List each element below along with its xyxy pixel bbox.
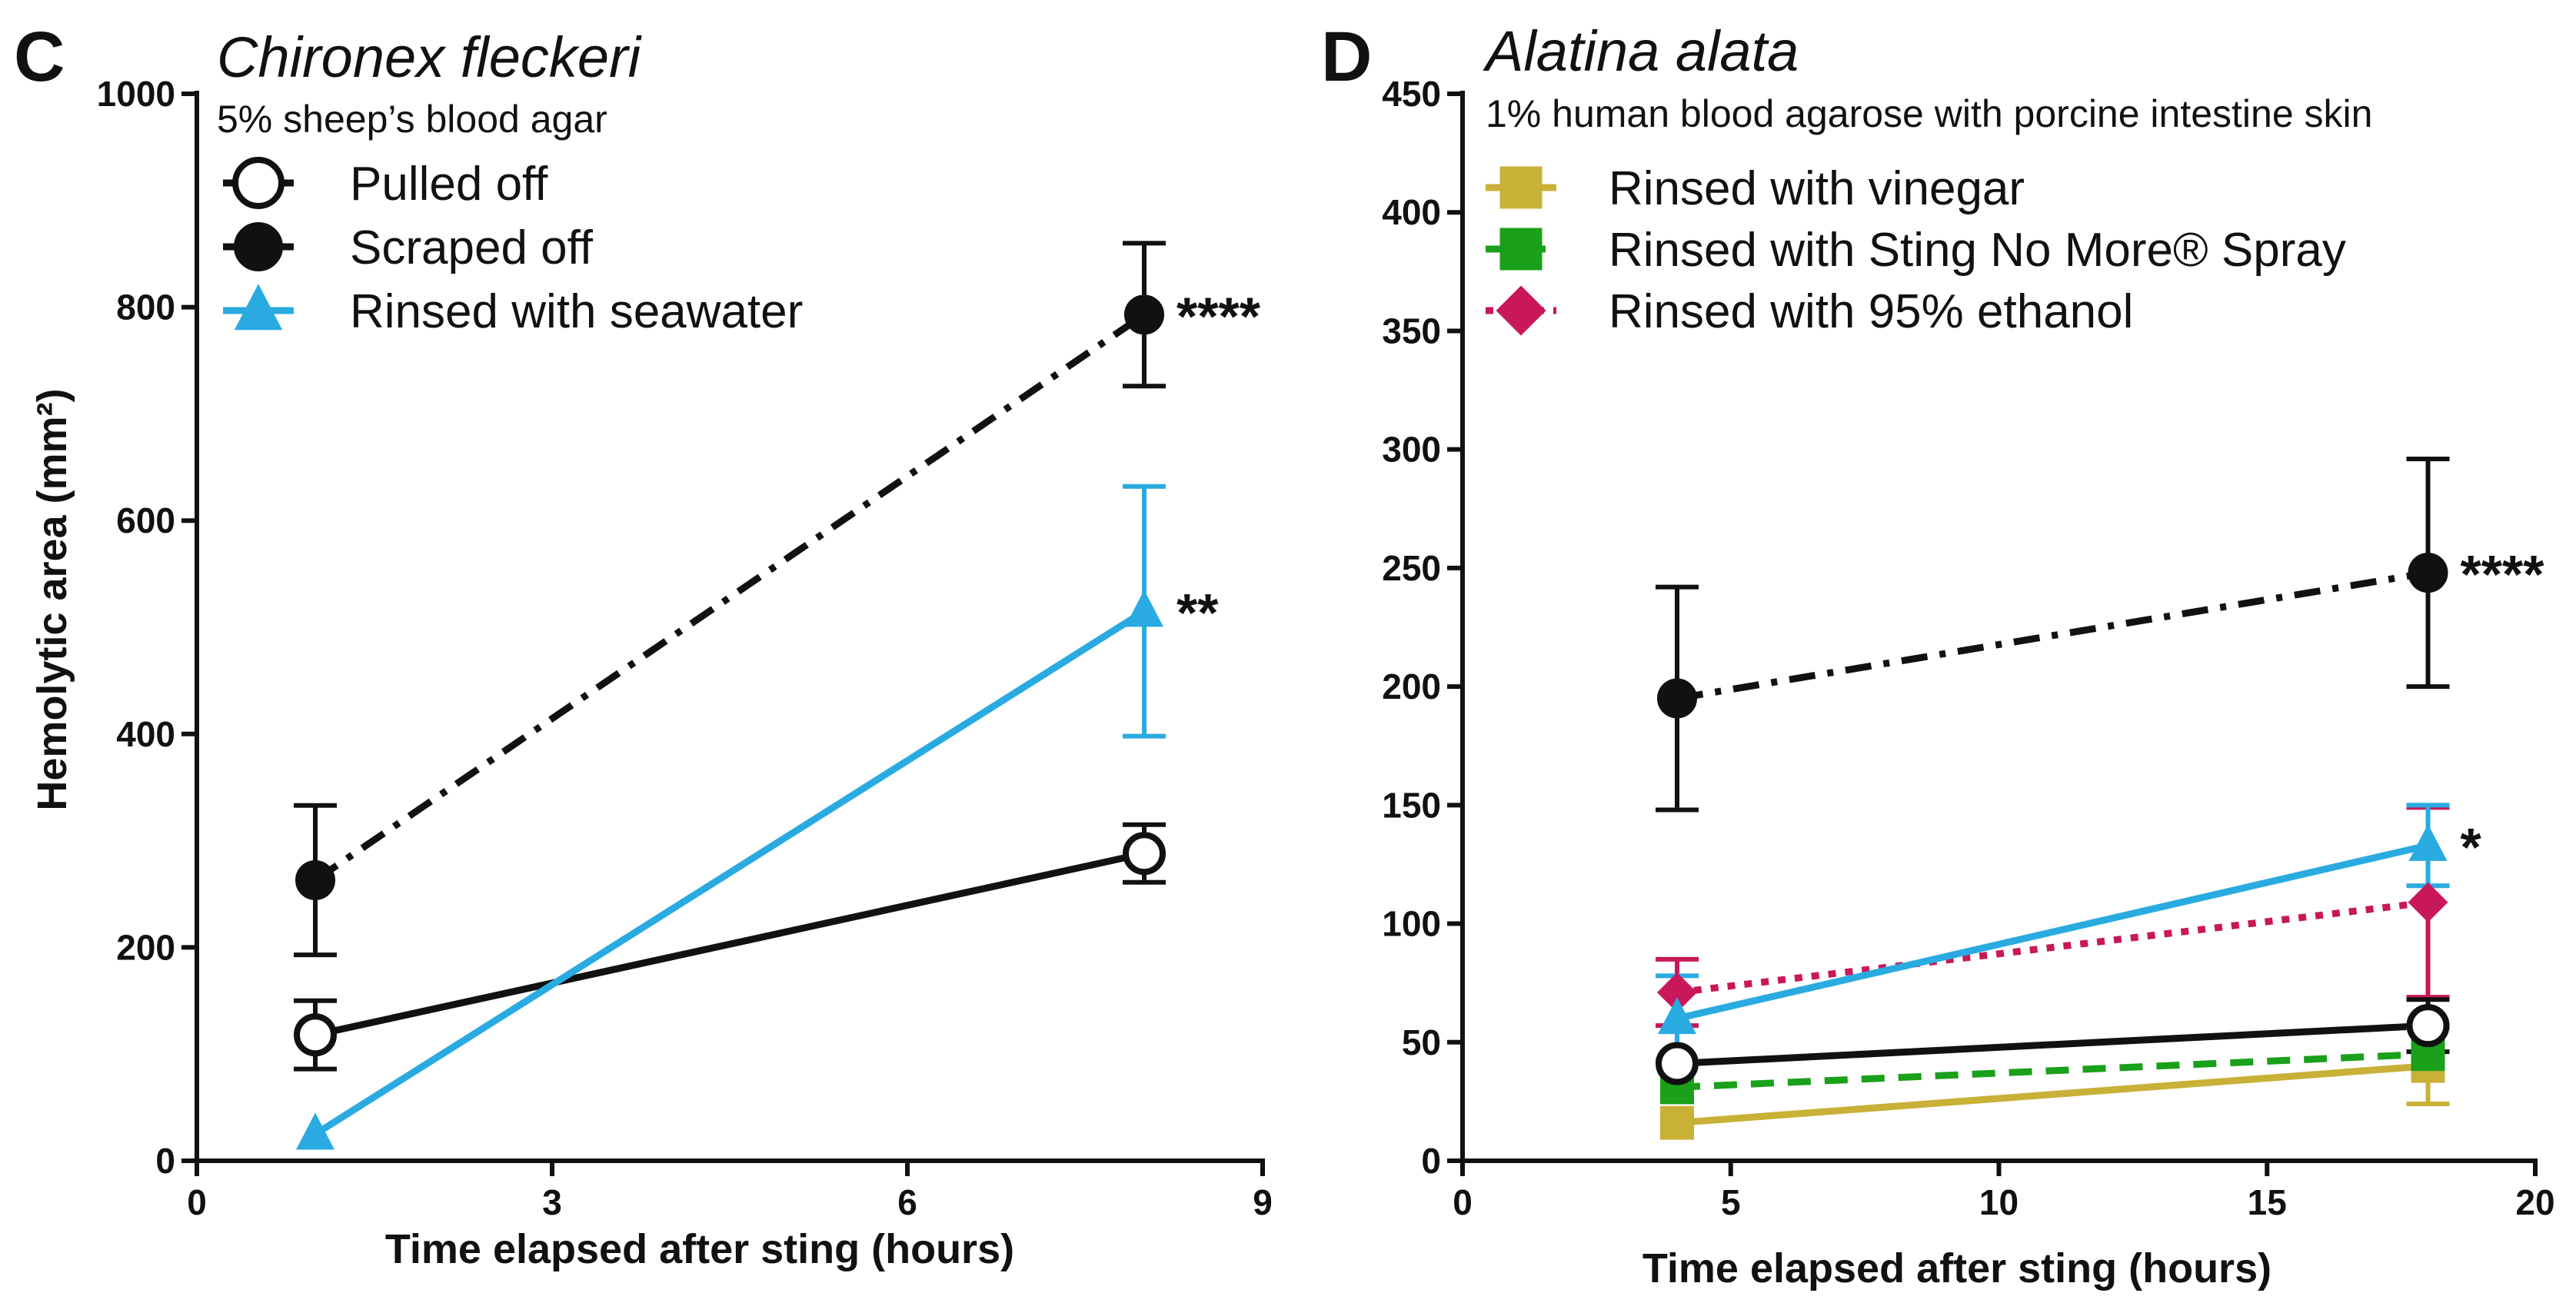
panel-c-x-tick-label: 6 — [897, 1182, 917, 1222]
panel-d-y-tick-label: 400 — [1382, 192, 1441, 232]
panel-d-x-tick-label: 15 — [2248, 1182, 2287, 1222]
panel-c-point-pulled-off — [1123, 832, 1166, 876]
panel-d-y-tick-label: 150 — [1382, 785, 1441, 825]
panel-c-x-tick-label: 9 — [1253, 1182, 1273, 1222]
panel-c-y-tick-label: 400 — [116, 714, 175, 754]
panel-d-significance-scraped-off: **** — [2461, 544, 2545, 604]
panel-c-point-rinsed-with-seawater — [1125, 590, 1163, 627]
panel-d-y-tick-label: 50 — [1402, 1022, 1441, 1062]
panel-c-point-scraped-off — [295, 859, 335, 900]
panel-c-legend-label-pulled-off: Pulled off — [350, 158, 548, 211]
panel-d-legend-marker-rinsed-with-95-ethanol — [1496, 285, 1546, 336]
panel-c-y-tick-label: 1000 — [97, 74, 175, 114]
panel-d-y-tick-label: 250 — [1382, 548, 1441, 588]
panel-d-xlabel: Time elapsed after sting (hours) — [1642, 1245, 2271, 1291]
panel-d-y-tick-label: 0 — [1421, 1141, 1441, 1181]
panel-c-legend-marker-pulled-off — [232, 157, 285, 209]
panel-d-point-pulled-off — [2406, 1004, 2450, 1048]
panel-d-point-rinsed-with-seawater — [1658, 997, 1696, 1035]
panel-c-significance-scraped-off: **** — [1177, 286, 1261, 346]
panel-d-y-tick-label: 300 — [1382, 430, 1441, 470]
panel-c-legend-marker-scraped-off — [234, 222, 283, 271]
panel-d-y-tick-label: 450 — [1382, 74, 1441, 114]
panel-d-legend-label-rinsed-with-95-ethanol: Rinsed with 95% ethanol — [1609, 285, 2133, 338]
panel-d-point-pulled-off — [1656, 1042, 1699, 1085]
panel-d-legend-marker-rinsed-with-sting-no-more-spray — [1499, 228, 1543, 271]
panel-c-title: Chironex fleckeri — [217, 25, 643, 89]
panel-d-point-scraped-off — [1657, 678, 1697, 719]
panel-d-point-rinsed-with-95-ethanol — [2408, 882, 2448, 922]
panel-c-x-tick-label: 3 — [542, 1182, 562, 1222]
panel-c-subtitle: 5% sheep’s blood agar — [217, 98, 607, 141]
panel-c-legend-label-scraped-off: Scraped off — [350, 221, 594, 274]
panel-d-x-tick-label: 10 — [1979, 1182, 2019, 1222]
panel-c-y-tick-label: 800 — [116, 288, 175, 327]
panel-c-line-pulled-off — [315, 849, 1145, 1039]
panel-c-point-pulled-off — [294, 1013, 337, 1057]
panel-c-point-rinsed-with-seawater — [296, 1112, 334, 1150]
panel-c-legend-label-rinsed-with-seawater: Rinsed with seawater — [350, 285, 803, 338]
panel-d-y-tick-label: 100 — [1382, 904, 1441, 944]
panel-d-line-rinsed-with-sting-no-more-spray — [1676, 1050, 2428, 1091]
panel-d-legend-marker-rinsed-with-vinegar — [1499, 166, 1543, 209]
panel-d-x-tick-label: 20 — [2515, 1182, 2554, 1222]
panel-d-line-rinsed-with-vinegar — [1676, 1062, 2428, 1127]
panel-d-letter: D — [1321, 18, 1372, 96]
panel-d-point-rinsed-with-vinegar — [1660, 1105, 1694, 1140]
panel-c-x-tick-label: 0 — [187, 1182, 207, 1222]
panel-d-subtitle: 1% human blood agarose with porcine inte… — [1486, 92, 2372, 135]
panel-c-letter: C — [14, 18, 65, 96]
panel-d-legend-label-rinsed-with-sting-no-more-spray: Rinsed with Sting No More® Spray — [1609, 224, 2346, 277]
panel-d-point-rinsed-with-seawater — [2408, 823, 2448, 861]
panel-d-point-rinsed-with-95-ethanol — [1657, 972, 1697, 1013]
panel-c-line-rinsed-with-seawater — [313, 608, 1147, 1138]
panel-c-y-tick-label: 200 — [116, 927, 175, 967]
panel-d-y-tick-label: 200 — [1382, 666, 1441, 706]
panel-d-legend-label-rinsed-with-vinegar: Rinsed with vinegar — [1609, 162, 2025, 215]
panel-c-y-tick-label: 0 — [155, 1141, 175, 1181]
panel-d-line-pulled-off — [1676, 1022, 2428, 1068]
panel-c-line-scraped-off — [313, 311, 1147, 883]
panel-c-ylabel: Hemolytic area (mm²) — [29, 388, 75, 810]
panel-c-point-scraped-off — [1124, 294, 1164, 335]
panel-c-significance-rinsed-with-seawater: ** — [1177, 583, 1219, 643]
panel-d-line-rinsed-with-95-ethanol — [1676, 899, 2429, 996]
panel-d-title: Alatina alata — [1483, 19, 1799, 83]
panel-d-x-tick-label: 5 — [1721, 1182, 1741, 1222]
panel-d-point-scraped-off — [2408, 553, 2448, 593]
panel-d-x-tick-label: 0 — [1453, 1182, 1473, 1222]
panel-d-line-scraped-off — [1676, 569, 2429, 702]
panel-d-line-rinsed-with-seawater — [1676, 842, 2429, 1022]
panel-c-legend-marker-rinsed-with-seawater — [234, 284, 283, 331]
panel-d-y-tick-label: 350 — [1382, 311, 1441, 351]
panel-c-y-tick-label: 600 — [116, 500, 175, 540]
panel-d-significance-rinsed-with-seawater: * — [2461, 817, 2482, 877]
panel-c-xlabel: Time elapsed after sting (hours) — [385, 1226, 1014, 1272]
